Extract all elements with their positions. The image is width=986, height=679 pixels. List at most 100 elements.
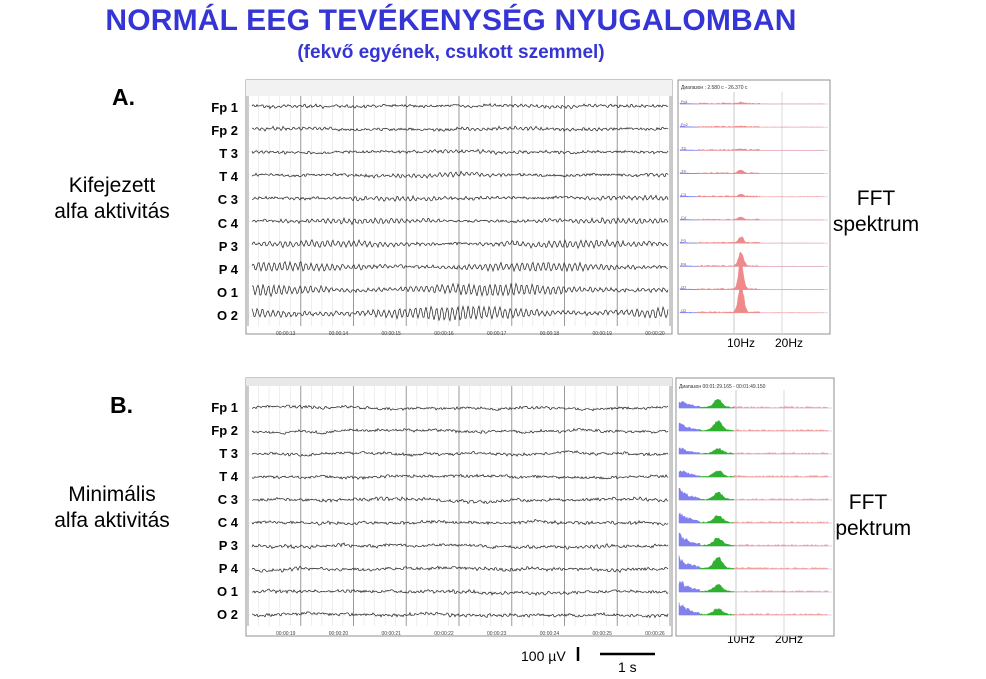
panel-a-spectrum-channel: P4 xyxy=(681,261,687,266)
panel-a-spectrum-alpha xyxy=(697,279,761,314)
panel-a-time-tick: 00:00:13 xyxy=(276,331,296,337)
panel-b-spectrum-alpha xyxy=(699,607,735,616)
panel-a-eeg-trace xyxy=(251,282,669,298)
panel-a-spectrum-channel: C4 xyxy=(681,215,687,220)
panel-a-channel-label: Fp 1 xyxy=(211,100,238,115)
panel-b-channel-label: Fp 1 xyxy=(211,400,238,415)
panel-a-channel-label: T 4 xyxy=(219,169,238,185)
panel-b-fft-line2: spektrum xyxy=(824,517,912,540)
panel-b-spectrum-alpha xyxy=(699,515,735,524)
panel-b-spectrum-high xyxy=(733,567,829,570)
panel-b-spectrum-high xyxy=(733,521,829,524)
page-title: NORMÁL EEG TEVÉKENYSÉG NYUGALOMBAN xyxy=(105,4,797,37)
panel-b-spectrum-alpha xyxy=(699,399,735,409)
panel-a-channel-label: P 3 xyxy=(218,238,238,254)
panel-b-spectrum-high xyxy=(733,613,829,616)
panel-b-eeg-trace xyxy=(251,427,669,435)
panel-a-spectrum-channel: P3 xyxy=(681,238,687,243)
panel-b-eeg-trace xyxy=(251,588,669,597)
panel-b-spectrum-low xyxy=(678,580,701,593)
panel-a-eeg-trace xyxy=(251,194,669,202)
panel-a-description: Kifejezett alfa aktivitás xyxy=(22,173,202,225)
panel-b-channel-label: O 1 xyxy=(217,584,238,599)
panel-b-channel-label: C 4 xyxy=(217,515,238,530)
panel-b-spectrum-low xyxy=(678,532,701,547)
panel-a-spectrum-alpha xyxy=(697,101,761,105)
panel-b-channel-label: P 3 xyxy=(218,538,238,553)
panel-a-eeg-window: 00:00:13 00:00:14 00:00:15 00:00:16 00:00:17… xyxy=(245,79,673,337)
panel-b-spectrum-alpha xyxy=(699,470,735,478)
panel-b-spectrum-high xyxy=(733,406,829,409)
panel-a-letter: A. xyxy=(112,84,135,110)
panel-a-channel-label: C 3 xyxy=(217,192,238,208)
panel-b-eeg-trace xyxy=(251,473,669,480)
panel-b-spectrum-low xyxy=(678,470,701,478)
panel-b-time-tick: 00:00:22 xyxy=(434,631,454,637)
panel-b-eeg-trace xyxy=(251,519,669,526)
panel-b-range-text: Диапазон 00:01:29.165 - 00:01:49.150 xyxy=(679,384,766,390)
panel-b-channel-label: T 4 xyxy=(219,469,238,484)
panel-a-spectrum-channel: C3 xyxy=(681,192,687,197)
panel-a-toolbar xyxy=(246,80,672,96)
panel-a-eeg-trace xyxy=(251,216,669,226)
panel-b-spectrum-alpha xyxy=(699,420,735,432)
panel-a-time-tick: 00:00:16 xyxy=(434,331,454,337)
panel-b-spectrum-low xyxy=(678,422,701,432)
panel-a-spectrum-low xyxy=(679,241,699,244)
panel-b-spectrum-alpha xyxy=(699,584,735,593)
panel-a-spectrum-low xyxy=(679,102,699,105)
panel-a-eeg-trace xyxy=(251,170,669,179)
panel-a-eeg-trace xyxy=(251,260,669,273)
panel-b-time-tick: 00:00:21 xyxy=(382,631,402,637)
panel-a-description-line1: Kifejezett xyxy=(68,174,156,197)
panel-a-spectrum-low xyxy=(679,149,699,151)
panel-b-time-tick: 00:00:25 xyxy=(593,631,613,637)
panel-a-spectrum-channel: O1 xyxy=(681,285,687,290)
panel-a-spectrum-alpha xyxy=(697,148,761,151)
panel-a-spectrum-low xyxy=(679,311,699,314)
panel-a-channel-label: Fp 2 xyxy=(211,123,238,139)
panel-b-spectrum-alpha xyxy=(699,447,735,455)
panel-a-channel-label: O 1 xyxy=(217,284,238,300)
panel-b-description-line2: alfa aktivitás xyxy=(54,509,170,532)
panel-b-spectrum-high xyxy=(733,452,829,455)
panel-a-eeg-trace xyxy=(251,102,669,110)
panel-a-spectrum-channel: O2 xyxy=(681,308,687,313)
panel-a-fft-line2: spektrum xyxy=(832,213,920,236)
panel-b-description-line1: Minimális xyxy=(68,483,156,506)
time-scale-label: 1 s xyxy=(618,659,637,675)
panel-b-time-tick: 00:00:20 xyxy=(329,631,349,637)
panel-b-time-tick: 00:00:24 xyxy=(540,631,560,637)
panel-a-spectrum-low xyxy=(679,125,699,128)
panel-a-spectrum-window: Диапазон : 2.580 с - 26.370 с Fp1 Fp2 T3 T4… xyxy=(677,79,831,335)
panel-a-time-tick: 00:00:19 xyxy=(593,331,613,337)
panel-b-eeg-trace xyxy=(251,404,669,412)
panel-a-time-tick: 00:00:15 xyxy=(382,331,402,337)
panel-b-eeg-trace xyxy=(251,496,669,505)
panel-b-description: Minimális alfa aktivitás xyxy=(22,482,202,534)
panel-b-eeg-window: 00:00:19 00:00:20 00:00:21 00:00:22 00:00:23… xyxy=(245,377,673,637)
panel-b-channel-label: P 4 xyxy=(218,561,238,576)
panel-b-fft-line1: FFT xyxy=(848,491,888,514)
panel-b-spectrum-low xyxy=(678,555,701,570)
panel-b-spectrum-alpha xyxy=(699,537,735,547)
panel-a-eeg-trace xyxy=(251,148,669,156)
panel-a-spectrum-alpha xyxy=(697,169,761,174)
panel-a-spectrum-alpha xyxy=(697,263,761,290)
panel-a-spectrum-alpha xyxy=(697,235,761,244)
panel-b-channel-label: Fp 2 xyxy=(211,423,238,438)
panel-a-time-tick: 00:00:14 xyxy=(329,331,349,337)
page-subtitle: (fekvő egyének, csukott szemmel) xyxy=(297,42,605,63)
panel-a-channel-label: C 4 xyxy=(217,215,238,231)
panel-b-fft-label: FFT spektrum xyxy=(808,490,928,542)
panel-a-fft-line1: FFT xyxy=(856,187,896,210)
panel-a-description-line2: alfa aktivitás xyxy=(54,200,170,223)
panel-a-spectrum-frame xyxy=(677,79,831,335)
panel-a-spectrum-channel: T4 xyxy=(681,169,686,174)
panel-b-toolbar xyxy=(246,378,672,386)
panel-b-time-tick: 00:00:19 xyxy=(276,631,296,637)
panel-b-spectrum-frame xyxy=(675,377,835,637)
panel-b-spectrum-low xyxy=(678,602,701,616)
panel-b-spectrum-alpha xyxy=(699,556,735,570)
